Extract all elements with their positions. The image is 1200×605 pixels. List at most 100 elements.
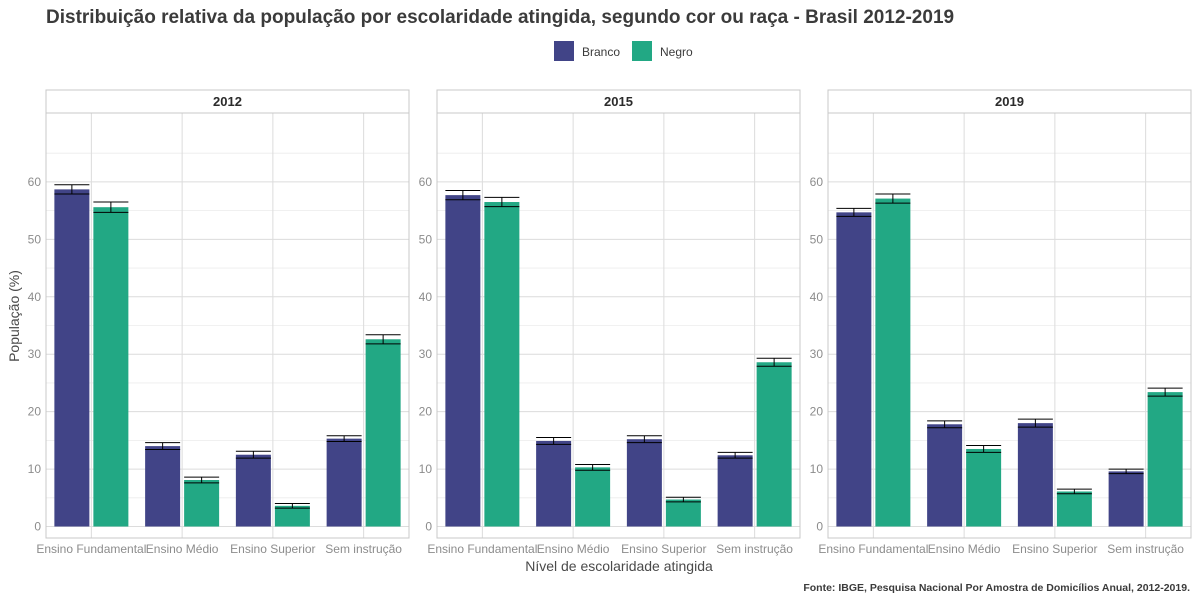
error-bar-2015-sem-instrucao-branco — [717, 451, 753, 459]
error-bar-2012-sem-instrucao-branco — [326, 435, 362, 443]
bar-2019-ensino-superior-negro — [1056, 491, 1092, 527]
panel-border — [45, 112, 410, 539]
bar-2015-sem-instrucao-negro — [756, 362, 792, 527]
panel-border — [827, 112, 1192, 539]
x-axis-title: Nível de escolaridade atingida — [525, 558, 713, 574]
x-tick-label: Ensino Fundamental — [818, 542, 928, 556]
error-bar-2019-ensino-superior-negro — [1056, 488, 1092, 495]
bar-2012-sem-instrucao-negro — [365, 339, 401, 527]
caption: Fonte: IBGE, Pesquisa Nacional Por Amost… — [803, 582, 1190, 594]
x-tick-label: Sem instrução — [325, 542, 402, 556]
y-tick-label: 60 — [810, 175, 824, 189]
bar-2019-ensino-fundamental-negro — [875, 198, 911, 527]
strip-label-2019: 2019 — [995, 94, 1024, 109]
bar-2012-ensino-medio-negro — [184, 479, 220, 527]
error-bar-2019-ensino-medio-negro — [966, 445, 1002, 453]
strip-label-2015: 2015 — [604, 94, 633, 109]
x-tick-label: Sem instrução — [716, 542, 793, 556]
y-tick-label: 20 — [28, 405, 42, 419]
x-tick-label: Ensino Fundamental — [36, 542, 146, 556]
bar-2012-ensino-medio-branco — [145, 446, 181, 527]
y-tick-label: 30 — [419, 347, 433, 361]
x-tick-label: Ensino Superior — [1012, 542, 1097, 556]
error-bar-2015-ensino-fundamental-negro — [484, 196, 520, 208]
panel-border — [436, 112, 801, 539]
error-bar-2019-ensino-medio-branco — [927, 420, 963, 429]
error-bar-2015-ensino-superior-negro — [665, 496, 701, 503]
error-bar-2019-ensino-fundamental-branco — [836, 207, 872, 217]
bar-2019-ensino-fundamental-branco — [836, 212, 872, 527]
error-bar-2015-ensino-medio-branco — [536, 436, 572, 445]
x-tick-label: Ensino Médio — [928, 542, 1001, 556]
chart-title: Distribuição relativa da população por e… — [46, 7, 954, 28]
error-bar-2012-sem-instrucao-negro — [365, 334, 401, 345]
bar-2015-ensino-fundamental-branco — [445, 195, 481, 527]
bar-2015-sem-instrucao-branco — [717, 455, 753, 527]
x-tick-label: Ensino Superior — [230, 542, 315, 556]
x-tick-label: Ensino Médio — [537, 542, 610, 556]
error-bar-2015-ensino-superior-branco — [626, 435, 662, 444]
y-tick-label: 10 — [810, 462, 824, 476]
error-bar-2019-sem-instrucao-negro — [1147, 387, 1183, 397]
error-bar-2015-sem-instrucao-negro — [756, 357, 792, 367]
x-tick-label: Ensino Médio — [146, 542, 219, 556]
error-bar-2012-ensino-medio-branco — [145, 442, 181, 451]
y-tick-label: 50 — [28, 232, 42, 246]
legend-swatch-branco — [554, 41, 574, 61]
y-tick-label: 20 — [419, 405, 433, 419]
x-tick-label: Ensino Fundamental — [427, 542, 537, 556]
y-tick-label: 40 — [419, 290, 433, 304]
legend-label-branco: Branco — [582, 45, 620, 59]
y-tick-label: 50 — [810, 232, 824, 246]
y-tick-label: 0 — [34, 520, 41, 534]
bar-2012-sem-instrucao-branco — [326, 438, 362, 527]
y-tick-label: 60 — [28, 175, 42, 189]
legend-swatch-negro — [632, 41, 652, 61]
y-tick-label: 40 — [810, 290, 824, 304]
bar-2012-ensino-fundamental-branco — [54, 189, 90, 527]
bar-2015-ensino-superior-branco — [626, 439, 662, 527]
y-tick-label: 40 — [28, 290, 42, 304]
bar-2012-ensino-superior-negro — [274, 505, 310, 527]
strip-label-2012: 2012 — [213, 94, 242, 109]
error-bar-2012-ensino-fundamental-branco — [54, 184, 90, 195]
error-bar-2012-ensino-medio-negro — [184, 476, 220, 484]
error-bar-2019-ensino-fundamental-negro — [875, 193, 911, 204]
error-bar-2019-ensino-superior-branco — [1017, 418, 1053, 428]
bar-2019-ensino-superior-branco — [1017, 423, 1053, 527]
y-tick-label: 60 — [419, 175, 433, 189]
error-bar-2015-ensino-medio-negro — [575, 463, 611, 471]
y-tick-label: 0 — [816, 520, 823, 534]
x-tick-label: Ensino Superior — [621, 542, 706, 556]
y-tick-label: 0 — [425, 520, 432, 534]
bar-2019-sem-instrucao-negro — [1147, 392, 1183, 527]
error-bar-2012-ensino-superior-negro — [274, 503, 310, 509]
bar-2015-ensino-superior-negro — [665, 499, 701, 527]
legend-label-negro: Negro — [660, 45, 693, 59]
y-axis-title: População (%) — [6, 270, 22, 362]
bar-2019-sem-instrucao-branco — [1108, 471, 1144, 527]
error-bar-2012-ensino-superior-branco — [235, 450, 271, 459]
y-tick-label: 10 — [419, 462, 433, 476]
bar-2015-ensino-fundamental-negro — [484, 202, 520, 527]
error-bar-2019-sem-instrucao-branco — [1108, 468, 1144, 475]
legend: Branco Negro — [554, 41, 693, 61]
bar-2012-ensino-superior-branco — [235, 454, 271, 527]
bar-2015-ensino-medio-negro — [575, 467, 611, 527]
y-tick-label: 30 — [810, 347, 824, 361]
error-bar-2015-ensino-fundamental-branco — [445, 190, 481, 201]
bar-2019-ensino-medio-branco — [927, 424, 963, 527]
x-tick-label: Sem instrução — [1107, 542, 1184, 556]
bar-2019-ensino-medio-negro — [966, 448, 1002, 527]
y-tick-label: 50 — [419, 232, 433, 246]
bar-2015-ensino-medio-branco — [536, 440, 572, 527]
bar-2012-ensino-fundamental-negro — [93, 207, 129, 527]
y-tick-label: 30 — [28, 347, 42, 361]
y-tick-label: 10 — [28, 462, 42, 476]
error-bar-2012-ensino-fundamental-negro — [93, 201, 129, 213]
